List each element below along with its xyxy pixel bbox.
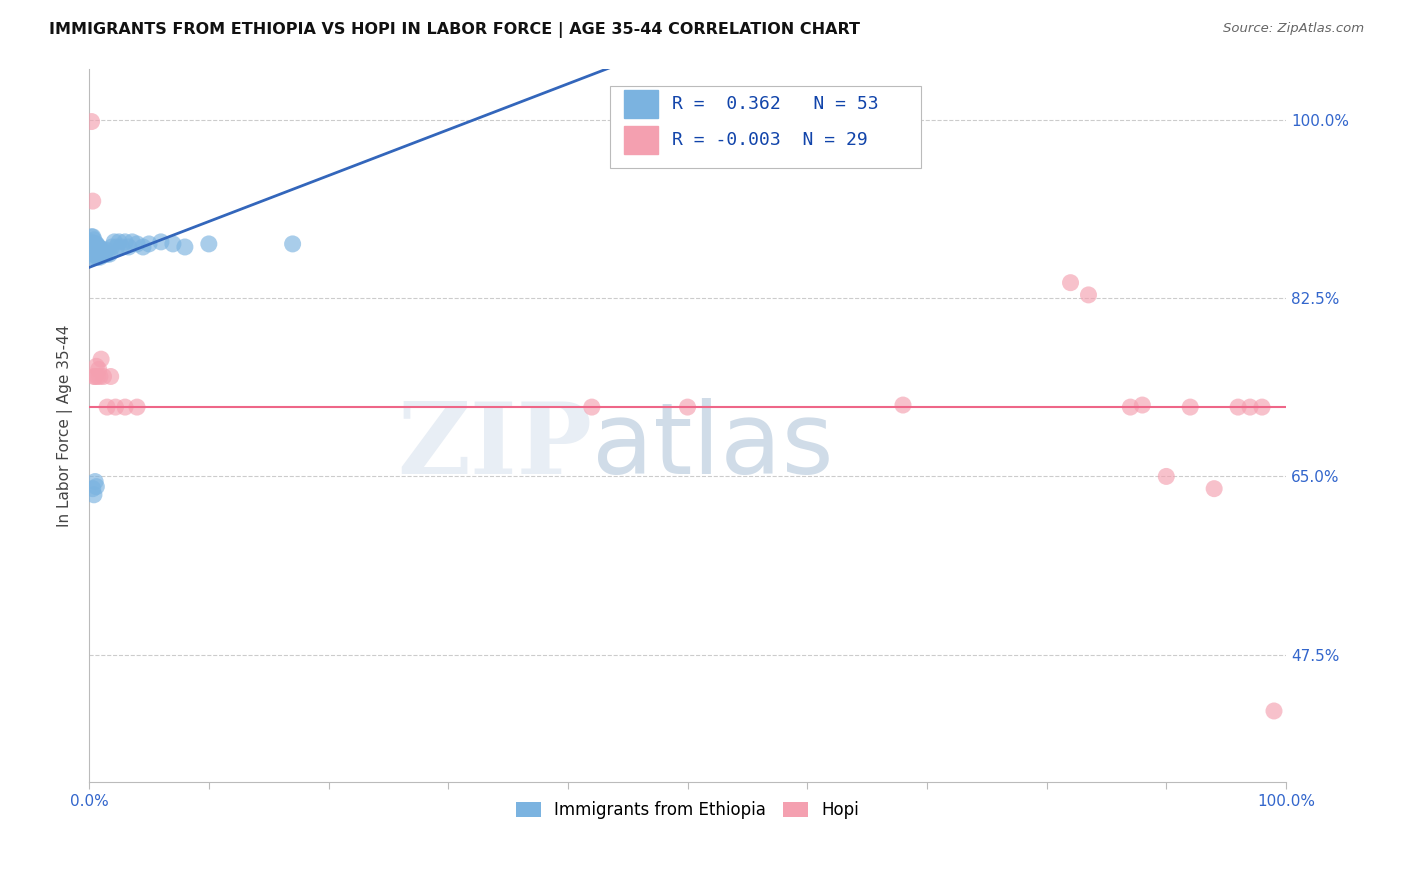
Point bbox=[676, 400, 699, 414]
Point bbox=[83, 233, 105, 247]
Point bbox=[1180, 400, 1202, 414]
Point bbox=[83, 245, 105, 260]
Point bbox=[82, 243, 104, 257]
Point bbox=[80, 236, 103, 251]
Point bbox=[86, 242, 108, 256]
Point bbox=[91, 245, 114, 260]
Point bbox=[121, 235, 143, 249]
Point bbox=[86, 250, 108, 264]
Point bbox=[125, 236, 148, 251]
Point bbox=[80, 229, 103, 244]
Point bbox=[114, 235, 136, 249]
Point bbox=[93, 247, 115, 261]
Point bbox=[98, 247, 121, 261]
Point bbox=[96, 247, 118, 261]
Point bbox=[93, 369, 115, 384]
Point bbox=[94, 243, 117, 257]
Point bbox=[90, 242, 112, 256]
Point bbox=[1251, 400, 1274, 414]
Y-axis label: In Labor Force | Age 35-44: In Labor Force | Age 35-44 bbox=[58, 325, 73, 526]
Point bbox=[80, 114, 103, 128]
Point bbox=[891, 398, 914, 412]
Point bbox=[86, 248, 108, 262]
Point bbox=[198, 236, 221, 251]
Point bbox=[117, 240, 139, 254]
Point bbox=[87, 247, 110, 261]
Point bbox=[83, 250, 105, 264]
Point bbox=[138, 236, 160, 251]
Point bbox=[104, 400, 127, 414]
Point bbox=[1263, 704, 1285, 718]
Point bbox=[105, 240, 128, 254]
Point bbox=[83, 369, 105, 384]
Point bbox=[1239, 400, 1261, 414]
Point bbox=[79, 235, 101, 249]
FancyBboxPatch shape bbox=[610, 87, 921, 169]
Point bbox=[86, 369, 108, 384]
Text: ZIP: ZIP bbox=[396, 399, 592, 495]
Point bbox=[89, 250, 111, 264]
Legend: Immigrants from Ethiopia, Hopi: Immigrants from Ethiopia, Hopi bbox=[509, 794, 866, 825]
Point bbox=[1156, 469, 1178, 483]
Text: R =  0.362   N = 53: R = 0.362 N = 53 bbox=[672, 95, 879, 113]
Bar bbox=[624, 126, 658, 154]
Text: R = -0.003  N = 29: R = -0.003 N = 29 bbox=[672, 131, 868, 149]
Point bbox=[1227, 400, 1250, 414]
Point bbox=[108, 235, 131, 249]
Point bbox=[82, 236, 104, 251]
Point bbox=[86, 359, 108, 374]
Point bbox=[80, 243, 103, 257]
Point bbox=[89, 243, 111, 257]
Point bbox=[84, 369, 107, 384]
Point bbox=[83, 239, 105, 253]
Point bbox=[86, 236, 108, 251]
Point bbox=[82, 194, 104, 208]
Text: atlas: atlas bbox=[592, 399, 834, 495]
Point bbox=[86, 480, 108, 494]
Point bbox=[82, 482, 104, 496]
Point bbox=[101, 240, 124, 254]
Point bbox=[84, 248, 107, 262]
Point bbox=[162, 236, 184, 251]
Point bbox=[89, 369, 111, 384]
Point bbox=[87, 240, 110, 254]
Point bbox=[96, 400, 118, 414]
Point bbox=[110, 240, 132, 254]
Point bbox=[281, 236, 304, 251]
Point bbox=[82, 250, 104, 264]
Point bbox=[1130, 398, 1153, 412]
Point bbox=[174, 240, 197, 254]
Point bbox=[132, 240, 155, 254]
Point bbox=[103, 235, 125, 249]
Point bbox=[83, 488, 105, 502]
Point bbox=[125, 400, 148, 414]
Point bbox=[114, 400, 136, 414]
Point bbox=[100, 369, 122, 384]
Point bbox=[1077, 288, 1099, 302]
Point bbox=[82, 229, 104, 244]
Text: IMMIGRANTS FROM ETHIOPIA VS HOPI IN LABOR FORCE | AGE 35-44 CORRELATION CHART: IMMIGRANTS FROM ETHIOPIA VS HOPI IN LABO… bbox=[49, 22, 860, 38]
Point bbox=[581, 400, 603, 414]
Point bbox=[93, 248, 115, 262]
Point bbox=[79, 240, 101, 254]
Point bbox=[86, 245, 108, 260]
Point bbox=[86, 239, 108, 253]
Bar bbox=[624, 90, 658, 119]
Point bbox=[84, 242, 107, 256]
Text: Source: ZipAtlas.com: Source: ZipAtlas.com bbox=[1223, 22, 1364, 36]
Point bbox=[1204, 482, 1226, 496]
Point bbox=[84, 236, 107, 251]
Point bbox=[87, 362, 110, 376]
Point bbox=[1059, 276, 1081, 290]
Point bbox=[149, 235, 172, 249]
Point bbox=[1119, 400, 1142, 414]
Point bbox=[90, 352, 112, 367]
Point bbox=[84, 475, 107, 489]
